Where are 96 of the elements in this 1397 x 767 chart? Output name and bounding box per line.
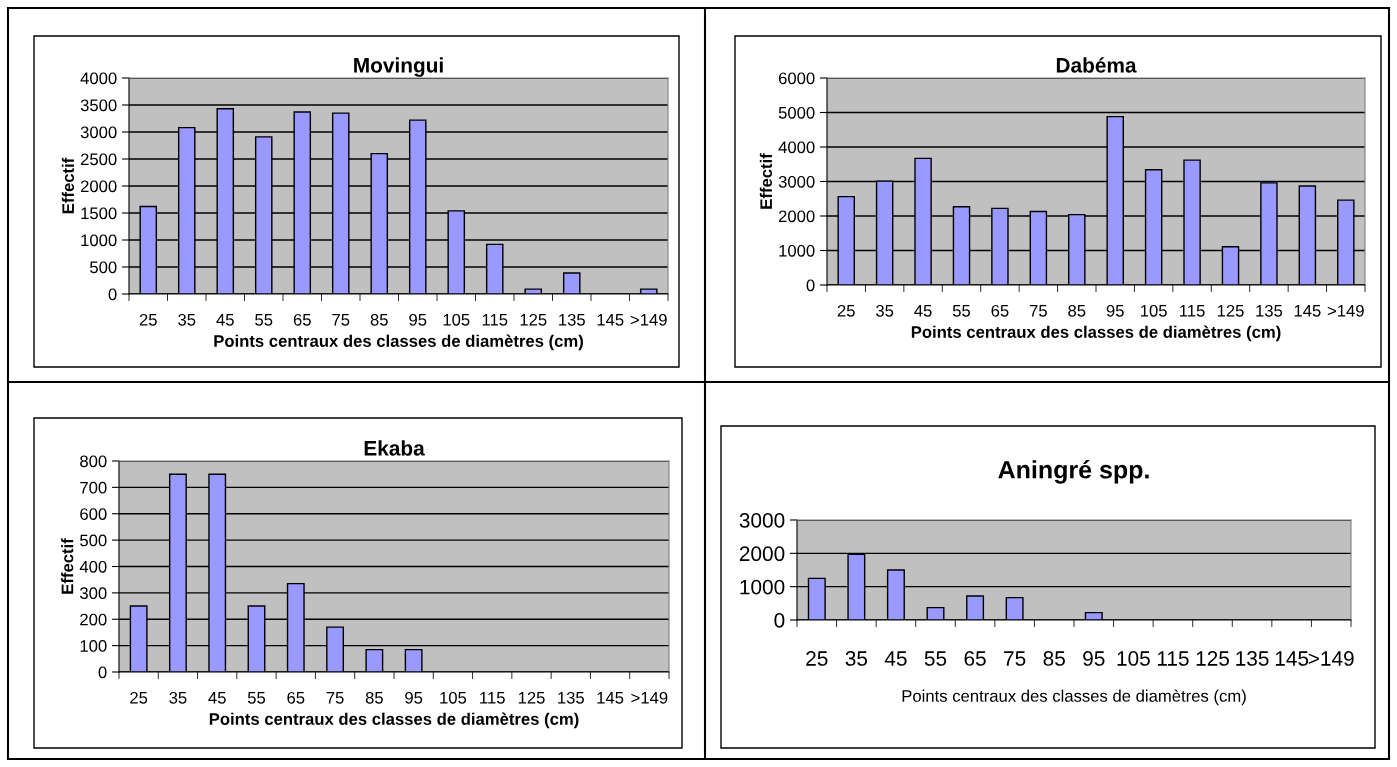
y-tick-label: 200 xyxy=(80,613,107,626)
y-tick-label: 4000 xyxy=(80,72,117,85)
y-axis-title: Effectif xyxy=(759,153,773,209)
x-tick-label: 125 xyxy=(520,313,547,326)
y-tick-label: 0 xyxy=(98,666,107,679)
y-tick-label: 3500 xyxy=(80,99,117,112)
x-tick-label: 125 xyxy=(518,691,545,704)
y-tick-label: 1000 xyxy=(81,234,117,247)
x-tick-label: >149 xyxy=(1327,304,1364,317)
x-tick-label: 65 xyxy=(991,304,1009,317)
x-tick-label: 55 xyxy=(255,314,273,326)
x-tick-label: 95 xyxy=(1106,304,1124,317)
y-axis-title: Effectif xyxy=(61,538,74,594)
y-tick-label: 400 xyxy=(79,560,107,573)
y-tick-label: 0 xyxy=(806,279,815,292)
x-tick-label: 145 xyxy=(597,692,624,704)
y-tick-label: 4000 xyxy=(778,141,815,154)
x-tick-label: 75 xyxy=(332,314,350,326)
x-tick-label: 85 xyxy=(1068,304,1086,317)
x-tick-label: >149 xyxy=(630,313,667,326)
y-tick-label: 6000 xyxy=(778,72,815,85)
y-tick-label: 3000 xyxy=(739,513,785,528)
y-tick-label: 500 xyxy=(90,261,117,274)
x-tick-label: 25 xyxy=(139,313,157,326)
x-tick-label: 105 xyxy=(1141,304,1167,317)
x-tick-label: 145 xyxy=(597,314,624,326)
x-tick-label: 135 xyxy=(1256,304,1283,317)
y-tick-label: 600 xyxy=(80,508,107,520)
y-tick-label: 0 xyxy=(108,288,117,301)
x-tick-label: 55 xyxy=(247,692,266,704)
x-tick-label: 95 xyxy=(405,691,423,704)
x-tick-label: 25 xyxy=(806,651,828,666)
y-tick-label: 1000 xyxy=(779,244,815,257)
x-tick-label: 35 xyxy=(169,691,187,704)
x-tick-label: >149 xyxy=(631,691,668,704)
x-tick-label: 35 xyxy=(178,313,196,326)
x-tick-label: 105 xyxy=(1117,651,1150,666)
x-tick-label: 115 xyxy=(1180,305,1205,317)
y-tick-label: 2500 xyxy=(80,153,117,166)
x-tick-label: 95 xyxy=(1083,651,1105,666)
x-tick-label: 125 xyxy=(1196,651,1230,666)
x-tick-label: 85 xyxy=(1043,651,1065,666)
x-tick-label: 75 xyxy=(1029,305,1047,317)
x-tick-label: 145 xyxy=(1275,651,1309,666)
x-tick-label: 65 xyxy=(293,313,311,326)
chart-title: Dabéma xyxy=(1056,57,1137,73)
y-tick-label: 800 xyxy=(80,455,107,468)
x-tick-label: 95 xyxy=(409,313,427,326)
x-tick-label: 135 xyxy=(558,691,584,704)
y-tick-label: 0 xyxy=(774,613,785,628)
x-tick-label: 75 xyxy=(326,692,344,704)
x-tick-label: 85 xyxy=(370,313,388,326)
chart-title: Ekaba xyxy=(364,440,425,456)
x-tick-label: 35 xyxy=(845,651,868,666)
x-tick-label: 85 xyxy=(365,691,383,704)
chart-title: Movingui xyxy=(354,57,443,77)
x-tick-label: 55 xyxy=(924,651,947,666)
x-tick-label: 25 xyxy=(837,304,855,317)
x-tick-label: 135 xyxy=(1236,651,1269,666)
x-tick-label: 115 xyxy=(1157,651,1189,666)
y-tick-label: 1000 xyxy=(740,579,785,595)
x-tick-label: 75 xyxy=(1004,651,1026,666)
x-tick-label: 115 xyxy=(482,314,508,326)
x-tick-label: 65 xyxy=(287,691,305,704)
x-tick-label: 105 xyxy=(443,313,470,326)
x-axis-title: Points centraux des classes de diamètres (cm) xyxy=(911,325,1281,342)
x-tick-label: 115 xyxy=(480,692,505,704)
y-tick-label: 100 xyxy=(80,640,107,652)
x-tick-label: 65 xyxy=(964,651,986,666)
x-tick-label: 45 xyxy=(216,314,234,326)
x-axis-title: Points centraux des classes de diamètres (cm) xyxy=(209,712,579,729)
x-axis-title: Points centraux des classes de diamètres (cm) xyxy=(902,689,1246,706)
y-tick-label: 3000 xyxy=(80,126,117,139)
x-tick-label: 55 xyxy=(952,305,971,317)
y-tick-label: 1500 xyxy=(81,207,117,220)
y-tick-label: 3000 xyxy=(778,175,815,188)
x-tick-label: 145 xyxy=(1294,305,1321,317)
x-tick-label: 105 xyxy=(440,691,467,704)
x-tick-label: >149 xyxy=(1308,651,1354,666)
y-tick-label: 500 xyxy=(80,534,107,547)
y-tick-label: 2000 xyxy=(80,180,117,193)
y-tick-label: 2000 xyxy=(778,210,815,223)
y-tick-label: 700 xyxy=(80,481,107,494)
x-tick-label: 125 xyxy=(1217,304,1244,317)
y-tick-label: 300 xyxy=(80,587,107,600)
y-tick-label: 2000 xyxy=(739,546,785,562)
x-tick-label: 25 xyxy=(130,691,148,704)
x-tick-label: 135 xyxy=(559,313,585,326)
x-tick-label: 45 xyxy=(208,692,226,704)
y-tick-label: 5000 xyxy=(778,106,815,119)
y-axis-title: Effectif xyxy=(61,157,75,214)
x-tick-label: 45 xyxy=(884,651,907,666)
x-tick-label: 35 xyxy=(876,304,894,317)
x-axis-title: Points centraux des classes de diamètres (cm) xyxy=(214,334,583,351)
x-tick-label: 45 xyxy=(914,305,932,317)
chart-title: Aningré spp. xyxy=(998,460,1149,484)
